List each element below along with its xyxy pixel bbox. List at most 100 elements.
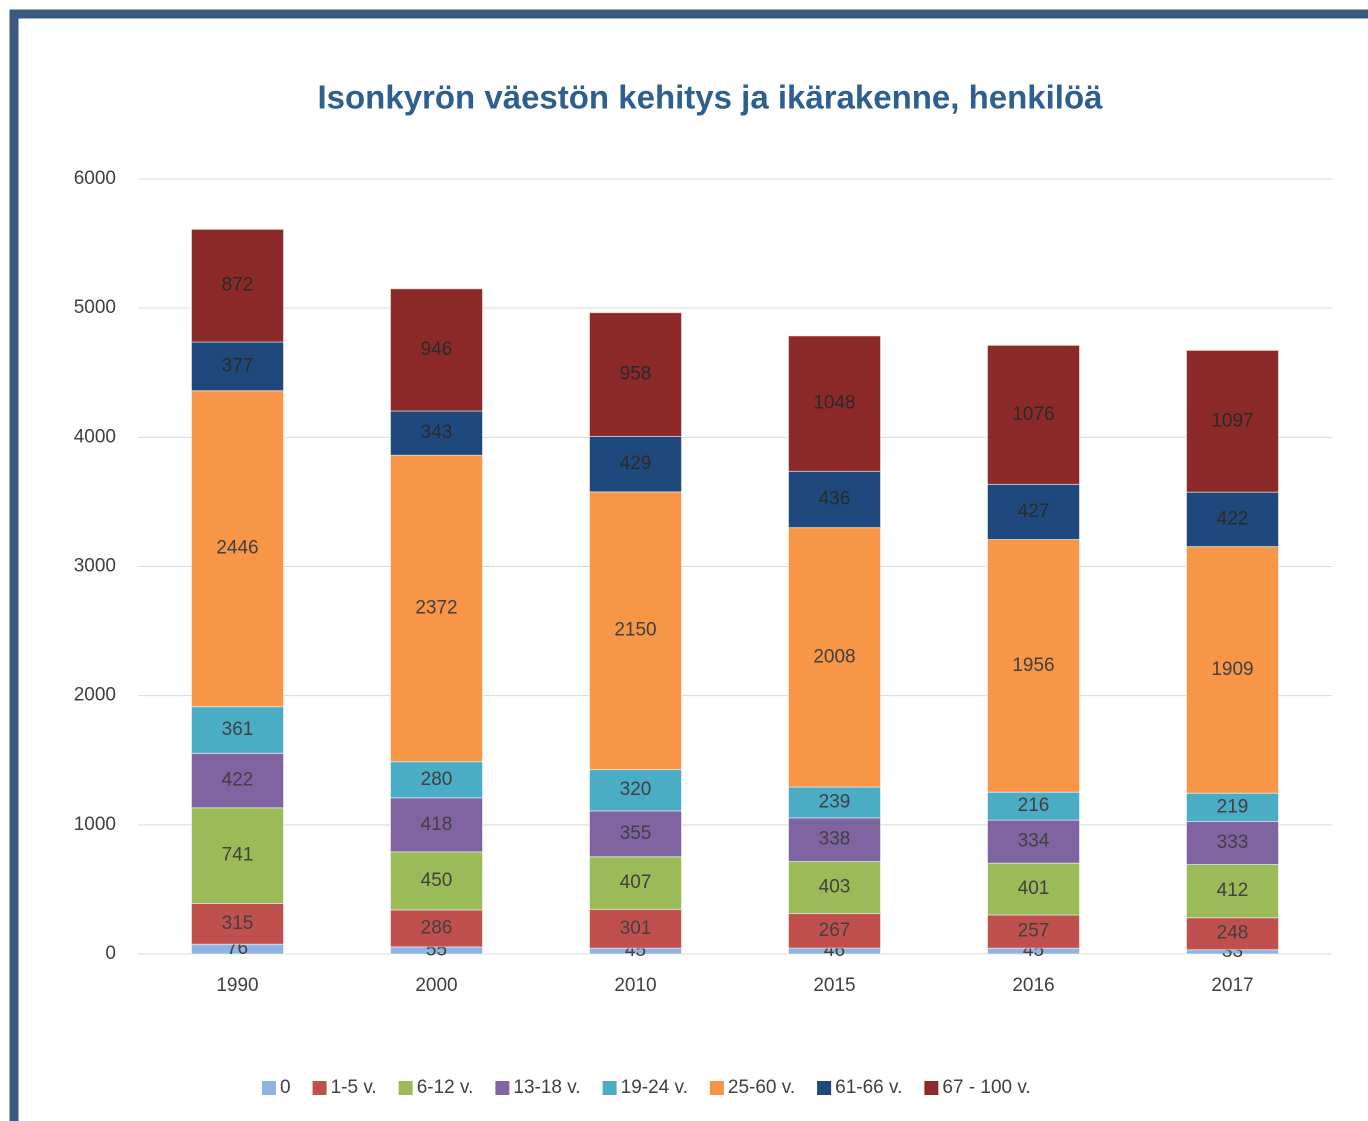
data-label: 239 bbox=[819, 791, 851, 812]
data-label: 315 bbox=[222, 913, 254, 934]
bar-segment bbox=[390, 797, 483, 853]
bar-segment bbox=[191, 390, 284, 708]
legend-label: 1-5 v. bbox=[331, 1077, 377, 1098]
data-label: 422 bbox=[1217, 508, 1249, 529]
bar-segment bbox=[1186, 349, 1279, 493]
data-label: 334 bbox=[1018, 831, 1050, 852]
data-label: 1097 bbox=[1211, 410, 1253, 431]
y-tick-label: 1000 bbox=[74, 814, 116, 835]
bar-segment bbox=[589, 435, 682, 493]
x-tick-label: 2000 bbox=[415, 975, 457, 996]
y-tick-label: 3000 bbox=[74, 556, 116, 577]
bar-segment bbox=[390, 909, 483, 948]
bar-segment bbox=[788, 913, 881, 949]
data-label: 946 bbox=[421, 339, 453, 360]
data-label: 248 bbox=[1217, 923, 1249, 944]
x-tick-label: 2015 bbox=[813, 975, 855, 996]
data-label: 418 bbox=[421, 814, 453, 835]
data-label: 422 bbox=[222, 770, 254, 791]
data-label: 320 bbox=[620, 779, 652, 800]
data-label: 216 bbox=[1018, 795, 1050, 816]
data-label: 361 bbox=[222, 719, 254, 740]
data-label: 403 bbox=[819, 877, 851, 898]
legend-label: 13-18 v. bbox=[513, 1077, 580, 1098]
data-label: 1909 bbox=[1211, 659, 1253, 680]
bar-segment bbox=[987, 791, 1080, 821]
legend-swatch bbox=[262, 1081, 276, 1095]
bar-segment bbox=[987, 539, 1080, 793]
data-label: 1048 bbox=[813, 393, 855, 414]
x-tick-label: 1990 bbox=[216, 975, 258, 996]
y-tick-label: 2000 bbox=[74, 685, 116, 706]
frame bbox=[9, 9, 1368, 1121]
bar-segment bbox=[987, 862, 1080, 916]
data-label: 436 bbox=[819, 488, 851, 509]
bar-segment bbox=[390, 288, 483, 412]
data-label: 1956 bbox=[1012, 655, 1054, 676]
data-label: 219 bbox=[1217, 796, 1249, 817]
bar-segment bbox=[788, 335, 881, 472]
bar-segment bbox=[191, 807, 284, 904]
data-label: 401 bbox=[1018, 878, 1050, 899]
bar-segment bbox=[589, 312, 682, 437]
x-tick-label: 2016 bbox=[1012, 975, 1054, 996]
legend-label: 25-60 v. bbox=[728, 1077, 795, 1098]
data-label: 355 bbox=[620, 823, 652, 844]
legend-label: 0 bbox=[280, 1077, 291, 1098]
bar-segment bbox=[788, 527, 881, 788]
legend-swatch bbox=[495, 1081, 510, 1095]
bar-segment bbox=[589, 769, 682, 812]
bar-segment bbox=[191, 228, 284, 343]
data-label: 872 bbox=[222, 275, 254, 296]
bar-segment bbox=[1186, 820, 1279, 865]
y-tick-label: 6000 bbox=[74, 168, 116, 189]
legend-swatch bbox=[924, 1081, 939, 1095]
bar-segment bbox=[191, 902, 284, 945]
y-tick-label: 0 bbox=[105, 943, 116, 964]
bar-segment bbox=[589, 908, 682, 949]
bar-segment bbox=[589, 810, 682, 858]
legend-label: 61-66 v. bbox=[835, 1077, 902, 1098]
bar-segment bbox=[390, 851, 483, 911]
legend-swatch bbox=[398, 1081, 413, 1095]
bar-segment bbox=[191, 752, 284, 809]
bar-segment bbox=[987, 483, 1080, 541]
x-tick-label: 2010 bbox=[614, 975, 656, 996]
legend-label: 19-24 v. bbox=[621, 1077, 688, 1098]
data-label: 2008 bbox=[813, 646, 855, 667]
y-tick-label: 5000 bbox=[74, 297, 116, 318]
data-label: 267 bbox=[819, 920, 851, 941]
data-label: 377 bbox=[222, 355, 254, 376]
data-label: 1076 bbox=[1012, 404, 1054, 425]
data-label: 958 bbox=[620, 364, 652, 385]
bar-segment bbox=[987, 914, 1080, 949]
data-label: 407 bbox=[620, 872, 652, 893]
legend-swatch bbox=[602, 1081, 617, 1095]
bar-segment bbox=[390, 761, 483, 799]
bar-segment bbox=[1186, 863, 1279, 919]
data-label: 280 bbox=[421, 769, 453, 790]
data-label: 2372 bbox=[415, 597, 457, 618]
data-label: 286 bbox=[421, 917, 453, 938]
bar-segment bbox=[1186, 546, 1279, 794]
data-label: 333 bbox=[1217, 832, 1249, 853]
chart-title: Isonkyrön väestön kehitys ja ikärakenne,… bbox=[318, 79, 1104, 116]
legend-swatch bbox=[817, 1081, 832, 1095]
data-label: 338 bbox=[819, 829, 851, 850]
bar-segment bbox=[788, 817, 881, 863]
data-label: 343 bbox=[421, 422, 453, 443]
bar-segment bbox=[1186, 917, 1279, 951]
legend-swatch bbox=[709, 1081, 724, 1095]
data-label: 2150 bbox=[614, 620, 656, 641]
bar-segment bbox=[987, 344, 1080, 485]
data-label: 412 bbox=[1217, 880, 1249, 901]
y-tick-label: 4000 bbox=[74, 426, 116, 447]
data-label: 427 bbox=[1018, 501, 1050, 522]
bar-segment bbox=[589, 856, 682, 910]
data-label: 257 bbox=[1018, 921, 1050, 942]
legend-label: 67 - 100 v. bbox=[942, 1077, 1030, 1098]
legend-label: 6-12 v. bbox=[417, 1077, 474, 1098]
data-label: 429 bbox=[620, 453, 652, 474]
x-tick-label: 2017 bbox=[1211, 975, 1253, 996]
